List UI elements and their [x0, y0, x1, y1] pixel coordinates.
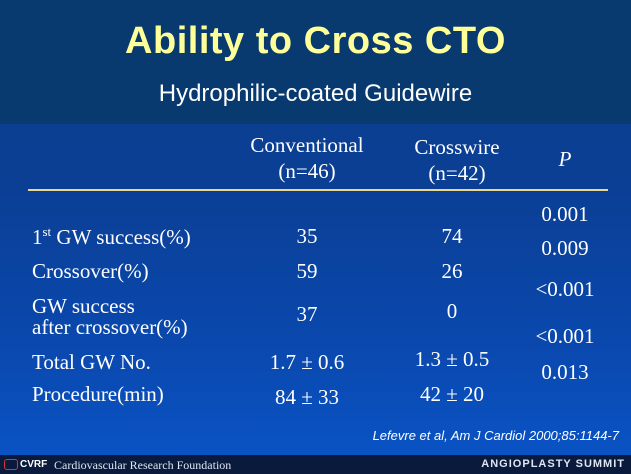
header-rule	[28, 189, 608, 191]
row-label-gw-success-line1: GW success	[32, 294, 135, 318]
row-label-first-gw-success: 1st GW success(%)	[32, 224, 191, 249]
p-value-4: 0.013	[541, 360, 589, 384]
cell-crosswire-0: 74	[441, 224, 463, 248]
slide-title: Ability to Cross CTO	[125, 20, 506, 62]
footer-bar	[0, 455, 631, 474]
header-crosswire-n: (n=42)	[428, 161, 486, 185]
cell-crosswire-1: 26	[441, 259, 463, 283]
p-value-1: 0.009	[541, 236, 589, 260]
cell-conventional-4: 84 ± 33	[274, 385, 340, 409]
cell-crosswire-4: 42 ± 20	[419, 382, 485, 406]
row-label-crossover: Crossover(%)	[32, 259, 149, 283]
cell-crosswire-3: 1.3 ± 0.5	[414, 347, 490, 371]
header-p: P	[558, 147, 572, 171]
cvrf-logo: CVRF	[4, 457, 48, 472]
heart-icon	[4, 459, 18, 470]
cell-conventional-1: 59	[296, 259, 318, 283]
cell-conventional-0: 35	[296, 224, 318, 248]
slide-subtitle: Hydrophilic-coated Guidewire	[158, 80, 473, 107]
header-crosswire: Crosswire	[414, 135, 500, 159]
summit-name: ANGIOPLASTY SUMMIT	[481, 458, 625, 470]
foundation-name: Cardiovascular Research Foundation	[54, 458, 232, 472]
cell-conventional-3: 1.7 ± 0.6	[269, 350, 345, 374]
header-band	[0, 0, 631, 124]
citation: Lefevre et al, Am J Cardiol 2000;85:1144…	[372, 428, 619, 443]
header-conventional: Conventional	[250, 133, 364, 157]
p-value-0: 0.001	[541, 202, 589, 226]
header-conventional-n: (n=46)	[278, 159, 336, 183]
p-value-2: <0.001	[535, 277, 595, 301]
logo-text: CVRF	[20, 459, 48, 470]
row-label-procedure: Procedure(min)	[32, 382, 164, 406]
cell-crosswire-2: 0	[446, 299, 458, 323]
cell-conventional-2: 37	[296, 302, 318, 326]
row-label-gw-success-line2: after crossover(%)	[32, 315, 188, 339]
row-label-total-gw: Total GW No.	[32, 350, 151, 374]
p-value-3: <0.001	[535, 324, 595, 348]
